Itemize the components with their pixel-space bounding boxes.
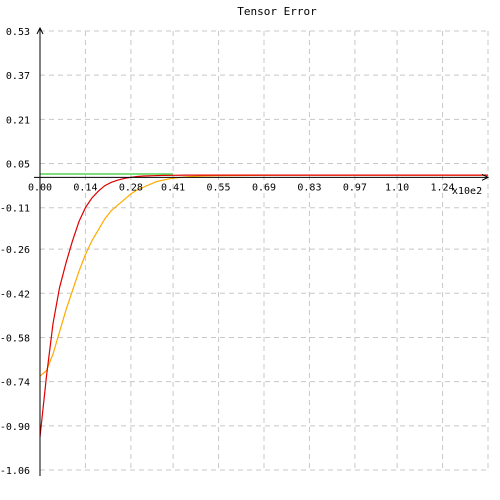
y-tick-label: -0.26	[0, 245, 30, 256]
x-axis-arrow	[481, 173, 490, 181]
y-tick-label: -0.42	[0, 289, 30, 300]
chart-title: Tensor Error	[237, 5, 317, 18]
x-tick-label: 0.69	[252, 182, 276, 193]
x-tick-label: 1.10	[385, 182, 409, 193]
y-tick-label: 0.05	[6, 160, 30, 171]
y-axis-arrow	[36, 26, 44, 35]
x-tick-label: 0.00	[28, 182, 52, 193]
y-tick-label: -0.11	[0, 204, 30, 215]
series-group	[39, 173, 488, 437]
x-tick-label: 0.83	[297, 182, 321, 193]
y-tick-labels: 0.53 0.37 0.21 0.05 -0.11 -0.26 -0.42 -0.58 -0.7…	[0, 27, 30, 477]
x-tick-label: 0.14	[73, 182, 97, 193]
x-tick-label: 0.97	[343, 182, 367, 193]
series-line	[39, 174, 488, 437]
axes	[34, 26, 490, 476]
grid	[40, 30, 489, 471]
x-tick-labels: 0.00 0.14 0.28 0.41 0.55 0.69 0.83 0.97 1.10 1.24	[28, 182, 455, 193]
y-tick-label: -0.90	[0, 422, 30, 433]
x-tick-label: 1.24	[431, 182, 455, 193]
y-tick-label: -1.06	[0, 466, 30, 477]
y-tick-label: 0.37	[6, 71, 30, 82]
x-scale-label: x10e2	[452, 186, 482, 197]
y-tick-label: -0.58	[0, 333, 30, 344]
y-tick-label: 0.53	[6, 27, 30, 38]
x-tick-label: 0.41	[161, 182, 185, 193]
x-tick-label: 0.28	[119, 182, 143, 193]
x-tick-label: 0.55	[207, 182, 231, 193]
y-tick-label: 0.21	[6, 115, 30, 126]
y-tick-label: -0.74	[0, 378, 30, 389]
